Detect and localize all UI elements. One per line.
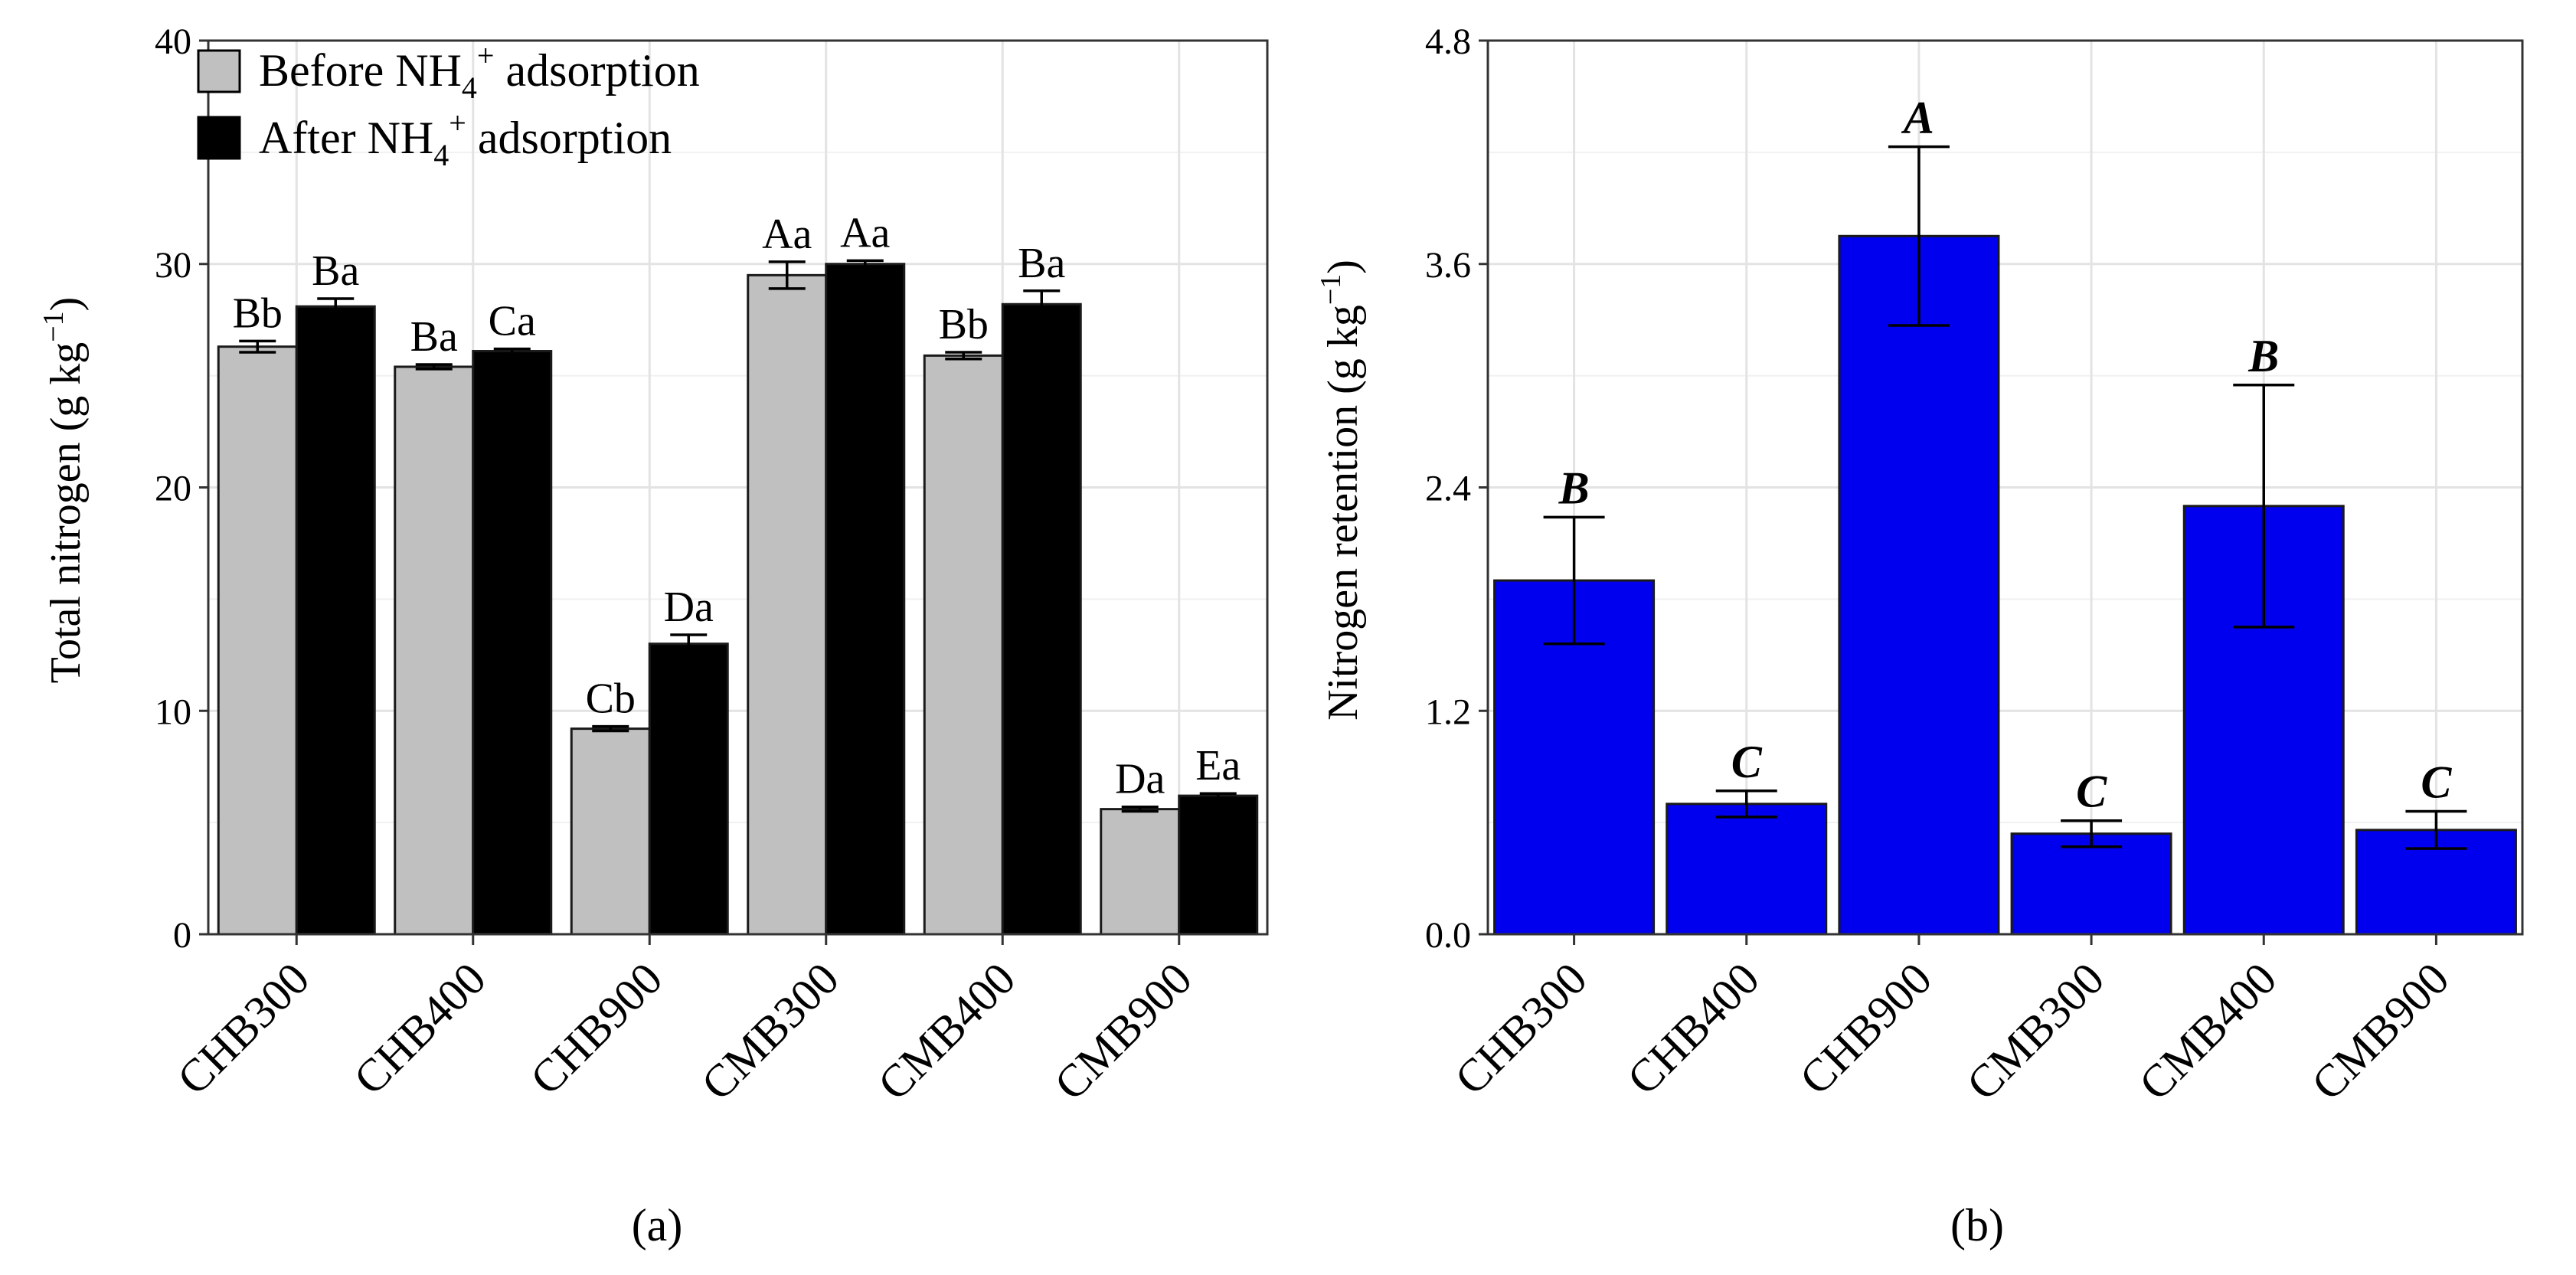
panel-b-significance-labels: B C A C B C [1558, 93, 2453, 817]
panel-b-y-axis: 0.0 1.2 2.4 3.6 4.8 [1425, 21, 1488, 956]
panel-a-label: (a) [632, 1200, 683, 1250]
significance-label: C [1731, 737, 1763, 787]
bar [217, 345, 298, 936]
panel-b-x-axis: CHB300 CHB400 CHB900 CMB300 CMB400 CMB900 [1445, 934, 2459, 1110]
bar [394, 365, 475, 936]
significance-label: Ea [1195, 742, 1241, 790]
x-category-label: CMB300 [691, 953, 848, 1110]
y-tick-label: 0.0 [1425, 915, 1471, 956]
x-category-label: CMB300 [1957, 953, 2114, 1110]
y-tick-label: 4.8 [1425, 21, 1471, 62]
panel-a-bars [217, 263, 1259, 936]
x-category-label: CHB400 [344, 953, 495, 1105]
panel-a-x-axis: CHB300 CHB400 CHB900 CMB300 CMB400 CMB900 [168, 934, 1201, 1110]
panel-a-y-axis: 0 10 20 30 40 [155, 21, 208, 956]
bar [1100, 808, 1181, 936]
panel-b-error-bars [1543, 145, 2467, 850]
legend-swatch-before [197, 49, 241, 93]
x-category-label: CHB900 [1790, 953, 1942, 1105]
x-category-label: CHB300 [1445, 953, 1597, 1105]
bar [1178, 794, 1259, 936]
y-tick-label: 30 [155, 245, 191, 286]
panel-a-chart: Bb Ba Cb Aa Bb Da Ba Ca Da Aa Ba Ea 0 10 20 30 40 CHB30… [38, 21, 1269, 1250]
significance-label: Ba [1018, 240, 1065, 287]
panel-a-y-axis-title: Total nitrogen (g kg−1) [38, 297, 90, 684]
significance-label: Ba [312, 247, 359, 295]
significance-label: Aa [840, 209, 890, 257]
bar [2010, 832, 2172, 936]
significance-label: A [1901, 93, 1934, 143]
significance-label: Aa [762, 211, 812, 258]
y-tick-label: 0 [173, 915, 191, 956]
bar [648, 642, 729, 936]
x-category-label: CHB400 [1617, 953, 1769, 1105]
x-category-label: CMB900 [2302, 953, 2459, 1110]
bar [747, 273, 828, 936]
panel-b-chart: B C A C B C 0.0 1.2 2.4 3.6 4.8 CHB300 CHB400 CHB90… [1315, 21, 2524, 1250]
significance-label: Bb [233, 289, 283, 337]
bar [923, 354, 1004, 936]
significance-label: C [2076, 767, 2107, 817]
legend-swatch-after [197, 116, 241, 160]
significance-label: Da [664, 584, 714, 631]
panel-a-error-bars [239, 259, 1237, 813]
panel-a-significance-labels: Bb Ba Cb Aa Bb Da Ba Ca Da Aa Ba Ea [233, 209, 1241, 803]
bar [1001, 302, 1082, 936]
significance-label: B [2247, 331, 2279, 381]
significance-label: C [2421, 757, 2452, 808]
y-tick-label: 20 [155, 469, 191, 509]
x-category-label: CMB400 [868, 953, 1025, 1110]
significance-label: B [1558, 463, 1590, 513]
significance-label: Da [1115, 756, 1165, 803]
x-category-label: CMB900 [1044, 953, 1201, 1110]
y-tick-label: 1.2 [1425, 691, 1471, 732]
significance-label: Bb [939, 301, 989, 348]
y-tick-label: 2.4 [1425, 469, 1471, 509]
bar [1838, 234, 2000, 936]
legend-label-before: Before NH4+ adsorption [259, 38, 700, 105]
bar [472, 350, 553, 936]
panel-b-label: (b) [1950, 1200, 2004, 1250]
significance-label: Cb [586, 675, 636, 723]
panel-b-bars [1493, 234, 2517, 936]
significance-label: Ba [410, 313, 458, 361]
x-category-label: CHB300 [168, 953, 319, 1105]
x-category-label: CMB400 [2130, 953, 2287, 1110]
y-tick-label: 40 [155, 21, 191, 62]
bar [570, 727, 651, 936]
bar [825, 263, 906, 936]
bar [295, 305, 376, 936]
panel-b-y-axis-title: Nitrogen retention (g kg−1) [1315, 260, 1367, 721]
y-tick-label: 10 [155, 691, 191, 732]
bar [1666, 803, 1828, 936]
x-category-label: CHB900 [521, 953, 672, 1105]
legend-label-after: After NH4+ adsorption [259, 106, 672, 172]
y-tick-label: 3.6 [1425, 245, 1471, 286]
significance-label: Ca [489, 298, 536, 345]
panel-a-legend: Before NH4+ adsorption After NH4+ adsorp… [197, 38, 700, 172]
